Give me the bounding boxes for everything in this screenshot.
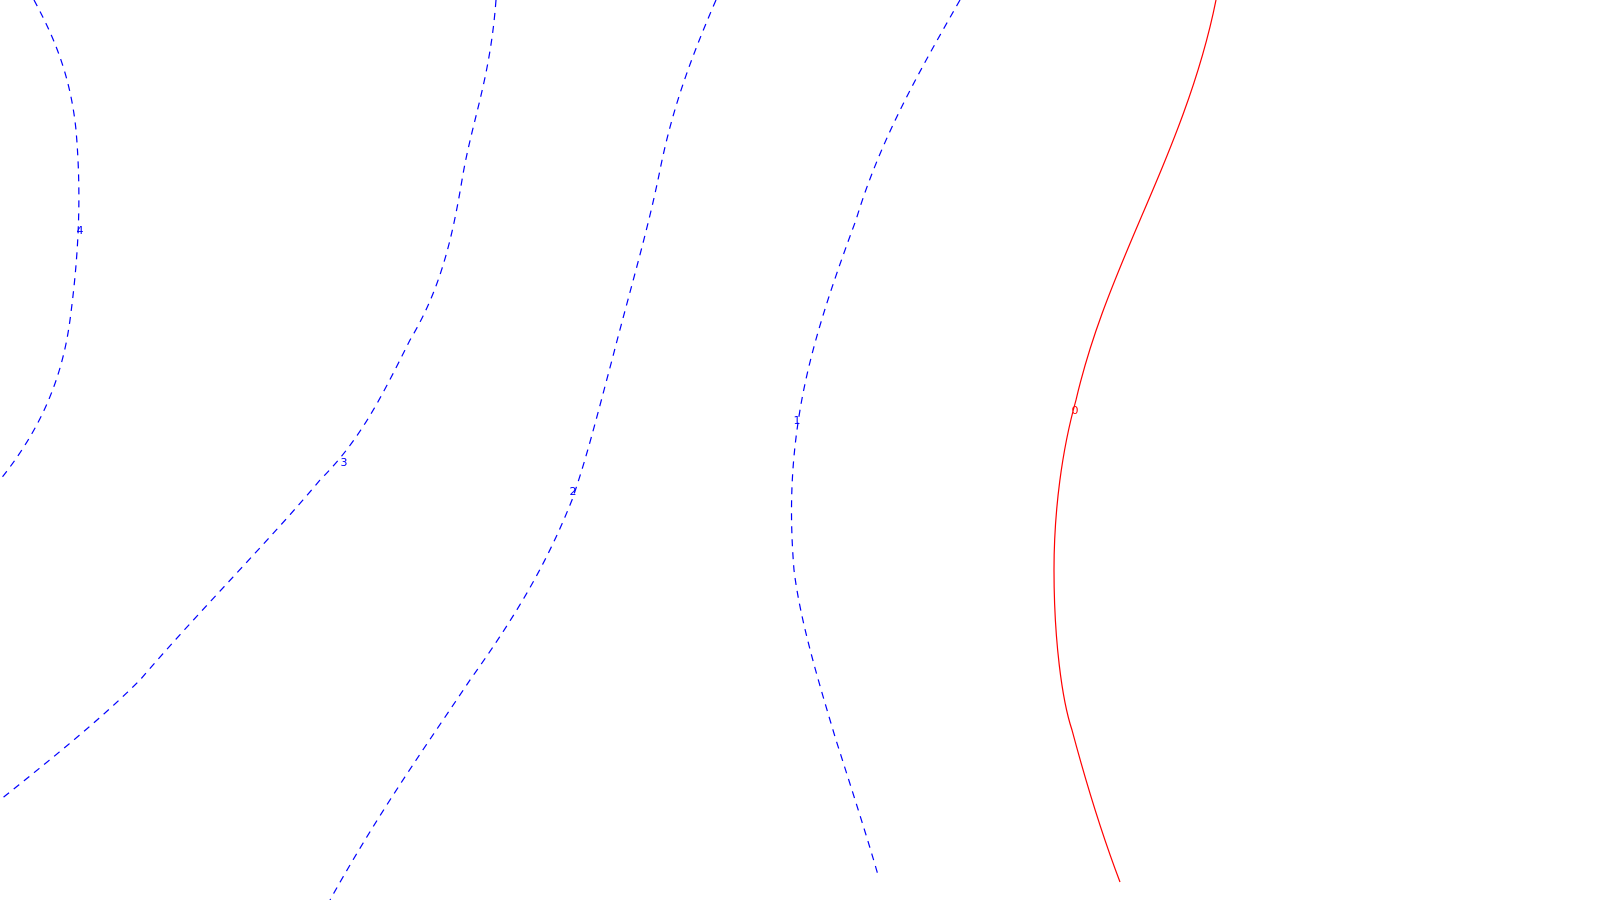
- contour-line-1: [790, 0, 961, 876]
- contour-line-0: [1053, 0, 1217, 883]
- contour-0: 0: [1053, 0, 1217, 883]
- contour-4: 4: [0, 0, 84, 481]
- contour-line-2: [329, 0, 717, 900]
- contour-1: 1: [790, 0, 961, 876]
- contour-label-1: 1: [794, 414, 801, 427]
- contour-2: 2: [329, 0, 717, 900]
- contour-label-2: 2: [570, 485, 577, 498]
- contour-label-4: 4: [77, 224, 84, 237]
- contour-label-0: 0: [1072, 404, 1079, 417]
- contour-line-3: [0, 0, 497, 801]
- contour-label-3: 3: [341, 456, 348, 469]
- contour-3: 3: [0, 0, 497, 801]
- contour-line-4: [0, 0, 80, 481]
